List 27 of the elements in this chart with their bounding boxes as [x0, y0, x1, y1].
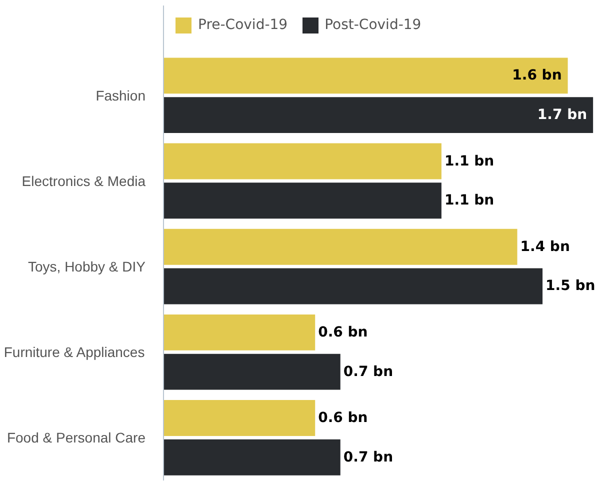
bar — [164, 314, 316, 350]
data-label: 0.6 bn — [318, 410, 368, 426]
data-label: 0.6 bn — [318, 324, 368, 340]
bar — [164, 182, 442, 219]
y-tick-label: Fashion — [96, 87, 146, 104]
bar — [164, 97, 594, 134]
y-tick-label: Food & Personal Care — [6, 430, 146, 446]
y-tick-label: Furniture & Appliances — [4, 344, 145, 360]
bar — [164, 143, 442, 180]
bar — [164, 400, 316, 436]
data-label: 1.1 bn — [444, 153, 494, 170]
data-label: 0.7 bn — [343, 364, 394, 380]
legend-label: Pre-Covid-19 — [198, 17, 288, 33]
y-tick-label: Toys, Hobby & DIY — [28, 258, 146, 275]
bar — [164, 58, 568, 94]
bar — [164, 228, 518, 265]
bar — [164, 268, 543, 304]
bar — [164, 439, 340, 476]
data-label: 1.7 bn — [537, 107, 588, 124]
bar — [164, 354, 340, 390]
data-label: 1.6 bn — [512, 68, 562, 84]
data-label: 1.5 bn — [546, 278, 596, 294]
data-label: 1.1 bn — [444, 192, 494, 209]
legend-label: Post-Covid-19 — [324, 17, 422, 33]
data-label: 0.7 bn — [343, 449, 394, 466]
y-tick-label: Electronics & Media — [22, 172, 146, 189]
data-label: 1.4 bn — [520, 238, 570, 255]
